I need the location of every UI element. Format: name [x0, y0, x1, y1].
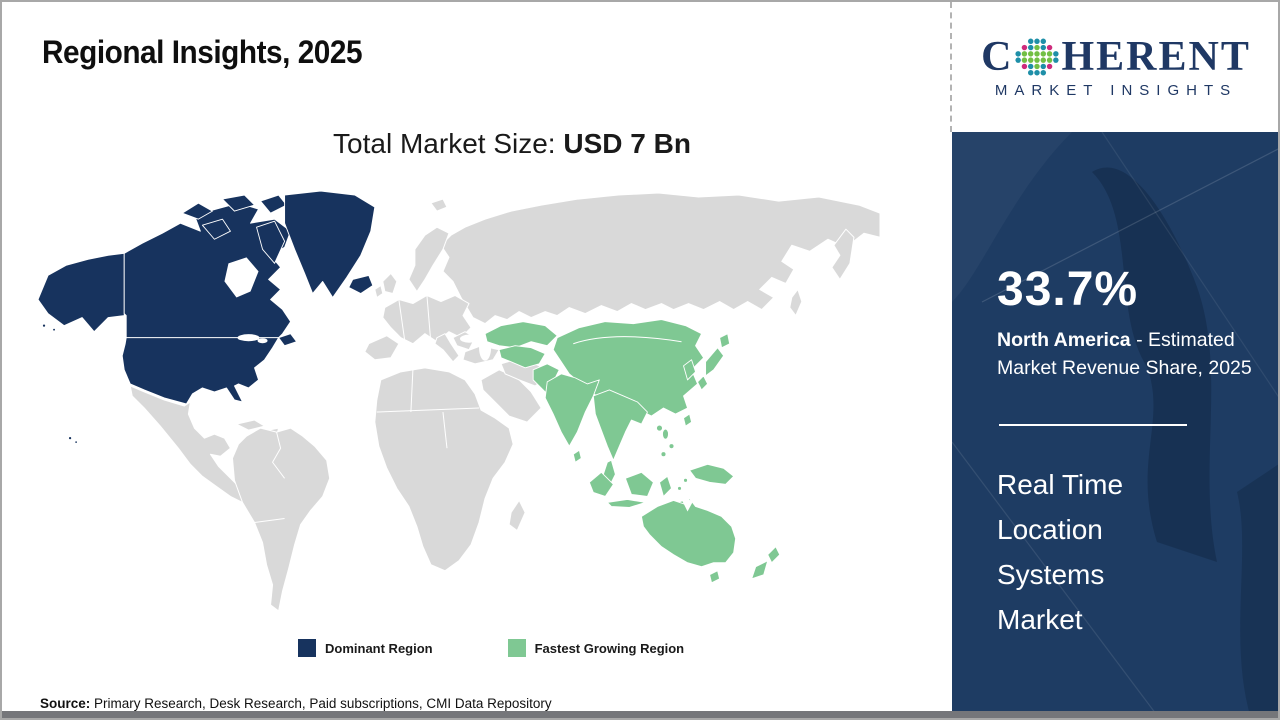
total-market-size-value: USD 7 Bn [563, 128, 691, 159]
legend-item-fastest-growing: Fastest Growing Region [507, 639, 685, 657]
logo-globe-icon [1015, 38, 1060, 75]
legend-swatch-fastest-growing [507, 639, 526, 657]
sidebar-divider [999, 424, 1187, 426]
total-market-size: Total Market Size: USD 7 Bn [37, 128, 987, 160]
coherent-logo: C [981, 36, 1251, 78]
legend-label-fastest-growing: Fastest Growing Region [534, 640, 685, 656]
market-share-rest: - Estimated Market Revenue Share, 2025 [997, 329, 1252, 379]
sidebar-background-map [952, 132, 1278, 718]
logo-subline: MARKET INSIGHTS [994, 81, 1238, 99]
source-text: Primary Research, Desk Research, Paid su… [90, 696, 552, 711]
world-map [32, 185, 884, 627]
market-name: Real Time Location Systems Market [997, 469, 1124, 635]
world-map-svg [37, 190, 881, 612]
region-other [129, 192, 881, 612]
map-legend: Dominant Region Fastest Growing Region [298, 639, 684, 657]
market-share-value: 33.7% [997, 263, 1139, 316]
source-line: Source: Primary Research, Desk Research,… [40, 696, 552, 711]
total-market-size-label: Total Market Size: [333, 128, 564, 159]
logo-area: C [950, 2, 1278, 132]
bottom-strip [2, 711, 1278, 718]
legend-swatch-dominant [298, 639, 316, 657]
source-label: Source: [40, 696, 91, 711]
legend-label-dominant: Dominant Region [325, 640, 433, 656]
market-share-description: North America - Estimated Market Revenue… [997, 326, 1263, 382]
market-share-region: North America [997, 329, 1131, 351]
sidebar-panel: 33.7% North America - Estimated Market R… [952, 132, 1278, 718]
region-asia-pacific [484, 319, 781, 584]
legend-item-dominant: Dominant Region [298, 639, 433, 657]
logo-word-end: HERENT [1061, 33, 1251, 80]
page-title: Regional Insights, 2025 [42, 34, 363, 70]
logo-word-start: C [981, 33, 1014, 80]
region-north-america [37, 190, 376, 444]
